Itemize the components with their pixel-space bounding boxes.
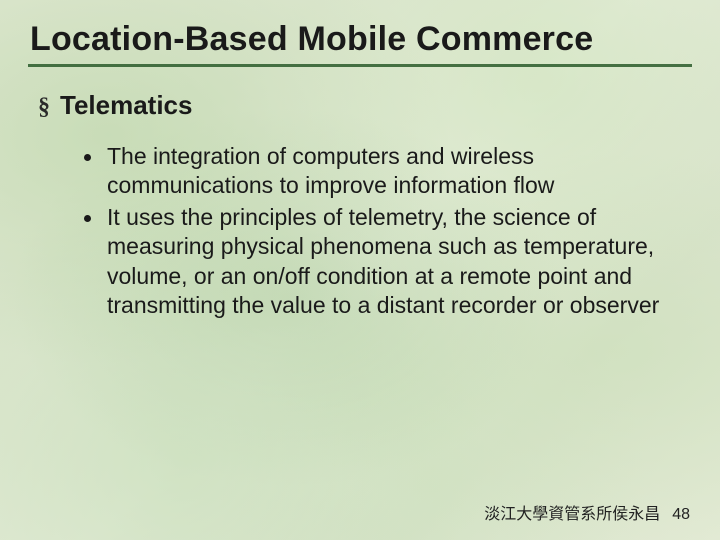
section-marker-icon: § [38, 94, 50, 121]
bullet-icon [84, 215, 91, 222]
list-item-text: It uses the principles of telemetry, the… [107, 203, 676, 321]
bullet-icon [84, 154, 91, 161]
bullet-list: The integration of computers and wireles… [84, 142, 676, 323]
slide-footer: 淡江大學資管系所侯永昌 48 [484, 500, 690, 524]
title-underline [28, 64, 692, 67]
slide-title: Location-Based Mobile Commerce [30, 20, 593, 59]
list-item: It uses the principles of telemetry, the… [84, 203, 676, 321]
footer-page-number: 48 [672, 506, 690, 524]
section-row: § Telematics [38, 90, 192, 121]
list-item: The integration of computers and wireles… [84, 142, 676, 201]
list-item-text: The integration of computers and wireles… [107, 142, 676, 201]
section-heading: Telematics [60, 90, 192, 121]
footer-author: 淡江大學資管系所侯永昌 [484, 500, 660, 524]
